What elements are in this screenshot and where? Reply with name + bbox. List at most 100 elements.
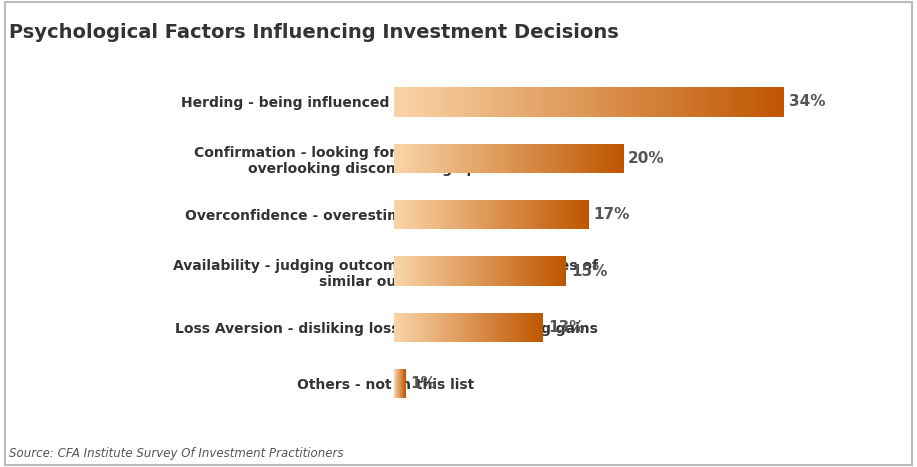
Bar bbox=[412, 87, 414, 117]
Bar bbox=[603, 144, 604, 173]
Bar bbox=[562, 87, 564, 117]
Bar bbox=[443, 200, 444, 229]
Bar bbox=[753, 87, 755, 117]
Bar bbox=[708, 87, 710, 117]
Bar bbox=[441, 144, 442, 173]
Bar bbox=[540, 144, 541, 173]
Bar bbox=[772, 87, 774, 117]
Bar bbox=[656, 87, 657, 117]
Bar bbox=[436, 87, 437, 117]
Bar bbox=[423, 200, 424, 229]
Bar bbox=[416, 144, 417, 173]
Bar bbox=[588, 200, 590, 229]
Bar bbox=[582, 200, 583, 229]
Bar bbox=[496, 87, 498, 117]
Bar bbox=[443, 87, 445, 117]
Bar bbox=[463, 144, 464, 173]
Bar bbox=[649, 87, 651, 117]
Bar bbox=[724, 87, 725, 117]
Bar bbox=[473, 144, 475, 173]
Bar bbox=[654, 87, 656, 117]
Bar bbox=[447, 144, 448, 173]
Bar bbox=[467, 200, 468, 229]
Bar bbox=[682, 87, 685, 117]
Bar bbox=[429, 87, 431, 117]
Bar bbox=[451, 200, 452, 229]
Bar bbox=[500, 144, 501, 173]
Bar bbox=[442, 144, 444, 173]
Bar bbox=[601, 87, 602, 117]
Bar bbox=[450, 200, 451, 229]
Bar bbox=[488, 200, 489, 229]
Bar bbox=[642, 87, 644, 117]
Bar bbox=[651, 87, 654, 117]
Bar bbox=[403, 87, 404, 117]
Bar bbox=[546, 144, 547, 173]
Bar bbox=[758, 87, 761, 117]
Bar bbox=[556, 200, 557, 229]
Bar bbox=[568, 87, 569, 117]
Bar bbox=[515, 144, 517, 173]
Bar bbox=[680, 87, 682, 117]
Bar bbox=[452, 200, 453, 229]
Bar bbox=[749, 87, 751, 117]
Bar bbox=[430, 200, 431, 229]
Bar bbox=[409, 200, 410, 229]
Bar bbox=[714, 87, 716, 117]
Bar bbox=[488, 87, 490, 117]
Bar bbox=[396, 200, 397, 229]
Bar bbox=[725, 87, 727, 117]
Bar bbox=[457, 144, 458, 173]
Bar bbox=[446, 144, 447, 173]
Bar bbox=[466, 144, 467, 173]
Bar bbox=[722, 87, 724, 117]
Bar bbox=[520, 200, 521, 229]
Bar bbox=[545, 144, 546, 173]
Text: 20%: 20% bbox=[628, 151, 665, 166]
Bar bbox=[501, 200, 502, 229]
Bar bbox=[770, 87, 772, 117]
Bar bbox=[542, 144, 543, 173]
Bar bbox=[574, 200, 575, 229]
Bar bbox=[613, 87, 614, 117]
Bar bbox=[716, 87, 718, 117]
Bar bbox=[610, 144, 611, 173]
Bar bbox=[553, 200, 554, 229]
Bar bbox=[418, 144, 420, 173]
Bar bbox=[484, 200, 485, 229]
Bar bbox=[495, 144, 496, 173]
Bar bbox=[481, 87, 482, 117]
Bar bbox=[499, 144, 500, 173]
Bar bbox=[734, 87, 735, 117]
Text: 1%: 1% bbox=[411, 376, 436, 391]
Bar bbox=[471, 200, 472, 229]
Bar bbox=[547, 87, 548, 117]
Bar bbox=[517, 144, 518, 173]
Bar bbox=[551, 144, 553, 173]
Bar bbox=[598, 144, 600, 173]
Bar bbox=[568, 144, 569, 173]
Bar bbox=[526, 87, 529, 117]
Bar bbox=[473, 200, 474, 229]
Bar bbox=[571, 200, 572, 229]
Bar bbox=[401, 200, 402, 229]
Bar bbox=[503, 200, 504, 229]
Bar bbox=[647, 87, 649, 117]
Bar bbox=[768, 87, 770, 117]
Bar bbox=[434, 144, 435, 173]
Bar bbox=[504, 200, 505, 229]
Bar bbox=[551, 200, 552, 229]
Bar bbox=[462, 200, 463, 229]
Bar bbox=[414, 87, 415, 117]
Bar bbox=[701, 87, 702, 117]
Bar bbox=[469, 200, 470, 229]
Bar bbox=[493, 144, 494, 173]
Bar bbox=[418, 87, 420, 117]
Bar bbox=[517, 87, 519, 117]
Bar bbox=[486, 144, 487, 173]
Bar bbox=[467, 144, 468, 173]
Text: Psychological Factors Influencing Investment Decisions: Psychological Factors Influencing Invest… bbox=[9, 23, 619, 42]
Bar bbox=[572, 144, 573, 173]
Bar bbox=[504, 144, 505, 173]
Bar bbox=[496, 200, 497, 229]
